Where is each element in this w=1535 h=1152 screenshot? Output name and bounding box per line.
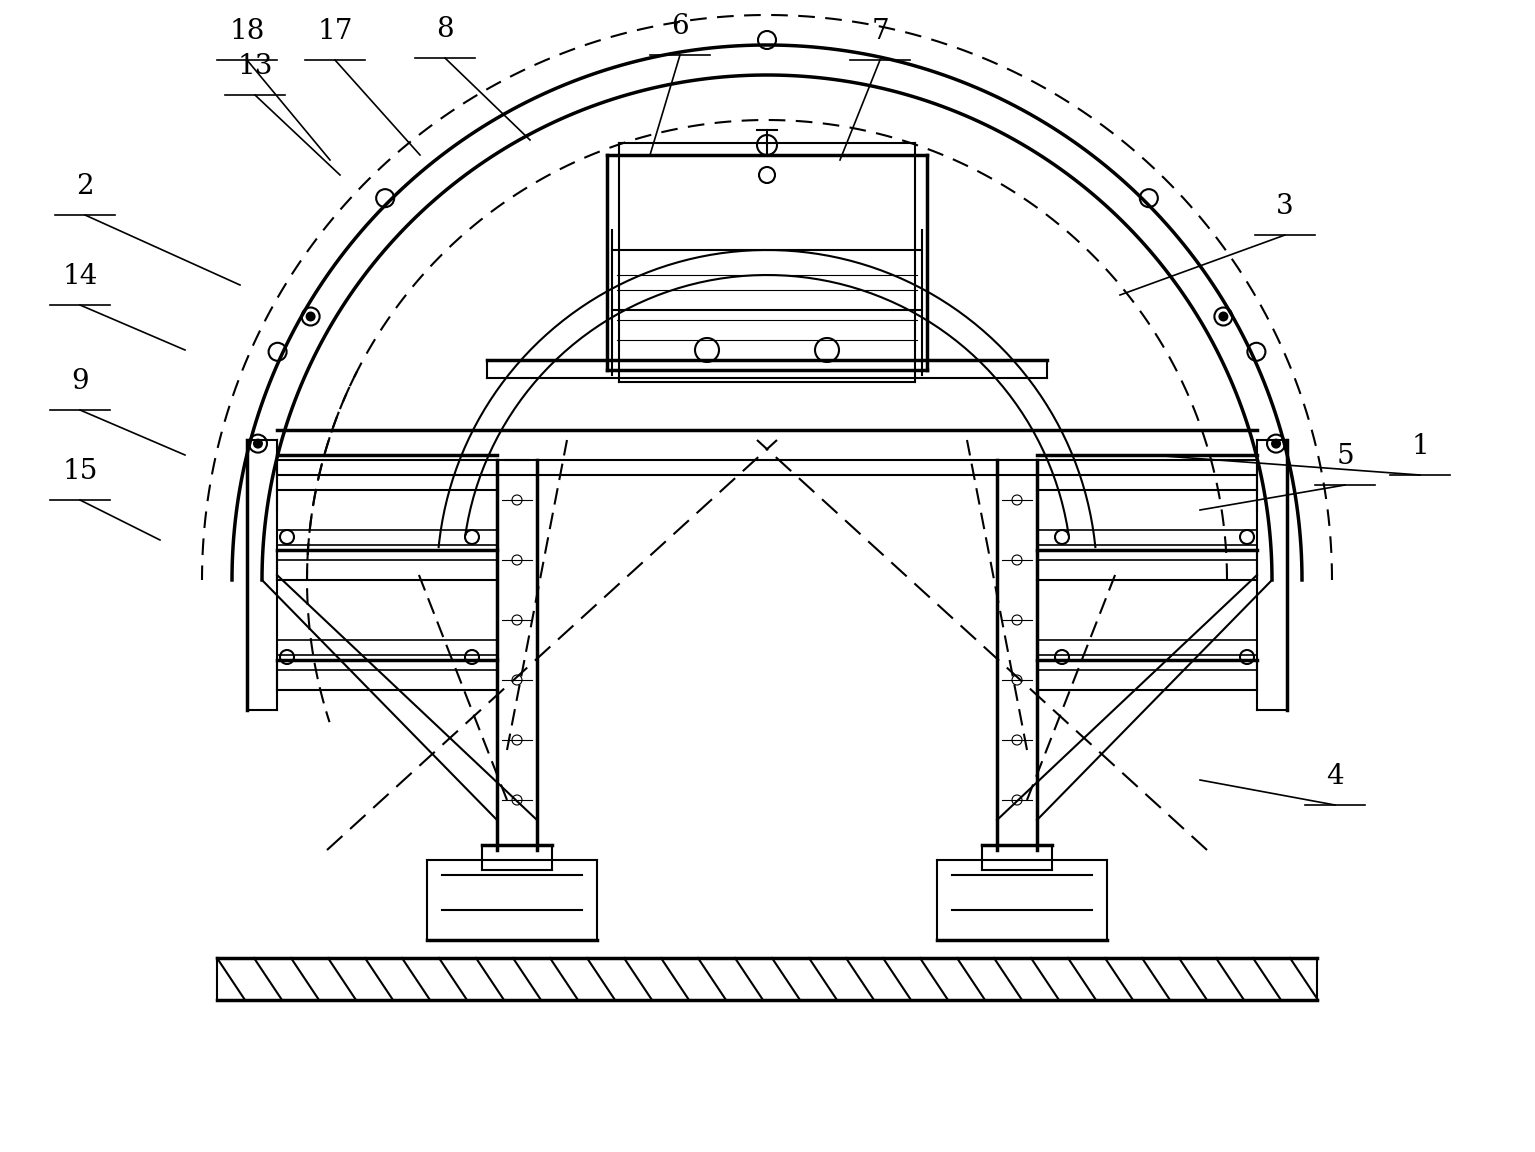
Circle shape bbox=[1219, 311, 1228, 321]
Text: 14: 14 bbox=[63, 263, 98, 290]
Text: 18: 18 bbox=[229, 18, 264, 45]
Text: 9: 9 bbox=[71, 367, 89, 395]
Text: 4: 4 bbox=[1326, 763, 1343, 790]
Text: 2: 2 bbox=[77, 173, 94, 200]
Text: 15: 15 bbox=[63, 458, 98, 485]
Text: 8: 8 bbox=[436, 16, 454, 43]
Circle shape bbox=[253, 439, 262, 448]
Text: 7: 7 bbox=[872, 18, 889, 45]
Circle shape bbox=[1271, 439, 1282, 448]
Text: 5: 5 bbox=[1335, 444, 1354, 470]
Text: 1: 1 bbox=[1411, 433, 1429, 460]
Circle shape bbox=[305, 311, 316, 321]
Text: 6: 6 bbox=[671, 13, 689, 40]
Text: 3: 3 bbox=[1276, 194, 1294, 220]
Text: 13: 13 bbox=[238, 53, 273, 79]
Text: 17: 17 bbox=[318, 18, 353, 45]
